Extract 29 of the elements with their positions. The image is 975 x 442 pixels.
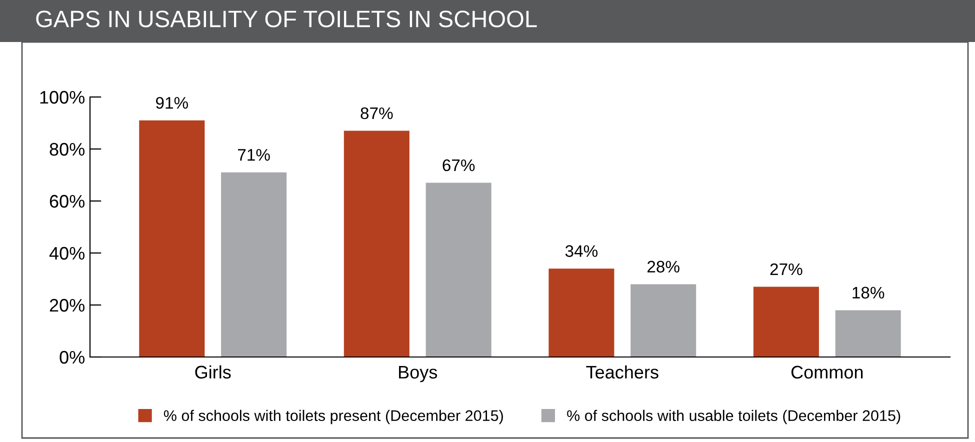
bar bbox=[344, 130, 410, 357]
text: 87% bbox=[360, 107, 393, 120]
chart-title: GAPS IN USABILITY OF TOILETS IN SCHOOL bbox=[36, 10, 537, 28]
bar bbox=[835, 310, 901, 357]
bar bbox=[139, 120, 205, 357]
y-tick-label: 60% bbox=[50, 194, 84, 208]
text: 67% bbox=[442, 159, 475, 172]
text: 28% bbox=[647, 260, 680, 273]
bar bbox=[630, 284, 696, 357]
text: 27% bbox=[770, 263, 802, 276]
y-tick-label: 40% bbox=[49, 246, 84, 260]
bar bbox=[426, 182, 492, 357]
y-tick-label: 0% bbox=[60, 350, 84, 364]
y-tick-label: 100% bbox=[40, 90, 84, 104]
text: 91% bbox=[156, 96, 188, 109]
x-tick-label: Girls bbox=[195, 365, 231, 379]
x-tick-label: Teachers bbox=[586, 365, 658, 379]
text: 71% bbox=[238, 149, 270, 161]
legend-label: % of schools with toilets present (December 2015) bbox=[164, 410, 503, 424]
legend-label: % of schools with usable toilets (December 2015) bbox=[567, 410, 900, 424]
text: 18% bbox=[852, 286, 884, 299]
y-tick-label: 80% bbox=[50, 142, 84, 156]
y-tick-label: 20% bbox=[50, 298, 84, 312]
x-tick-label: Boys bbox=[399, 366, 438, 382]
bar bbox=[221, 172, 287, 357]
text: 34% bbox=[565, 245, 598, 257]
x-tick-label: Common bbox=[791, 366, 863, 379]
bar bbox=[548, 268, 614, 357]
bar bbox=[753, 286, 819, 357]
